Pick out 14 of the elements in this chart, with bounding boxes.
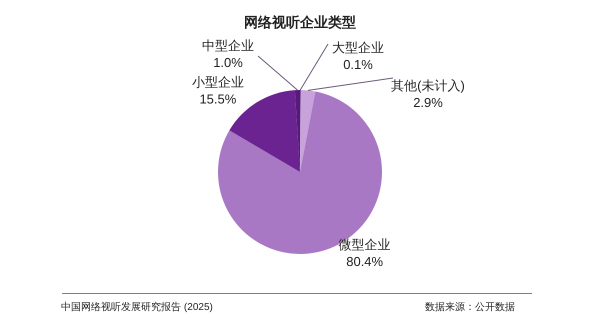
slice-label: 大型企业	[332, 40, 384, 55]
data-label: 0.1%	[343, 57, 374, 72]
source-note: 数据来源：公开数据	[425, 301, 515, 313]
pie-slice	[300, 90, 316, 172]
chart-title: 网络视听企业类型	[244, 14, 356, 30]
text: 中国网络视听发展研究报告 (2025)	[61, 301, 213, 313]
slice-label: 中型企业	[202, 38, 254, 53]
slice-label: 微型企业	[338, 236, 391, 252]
data-label: 15.5%	[199, 92, 237, 107]
data-label: 1.0%	[213, 55, 244, 70]
slice-label: 小型企业	[192, 74, 244, 90]
data-label: 80.4%	[346, 254, 384, 269]
slice-label: 其他(未计入)	[391, 78, 465, 93]
data-label: 2.9%	[413, 95, 444, 110]
